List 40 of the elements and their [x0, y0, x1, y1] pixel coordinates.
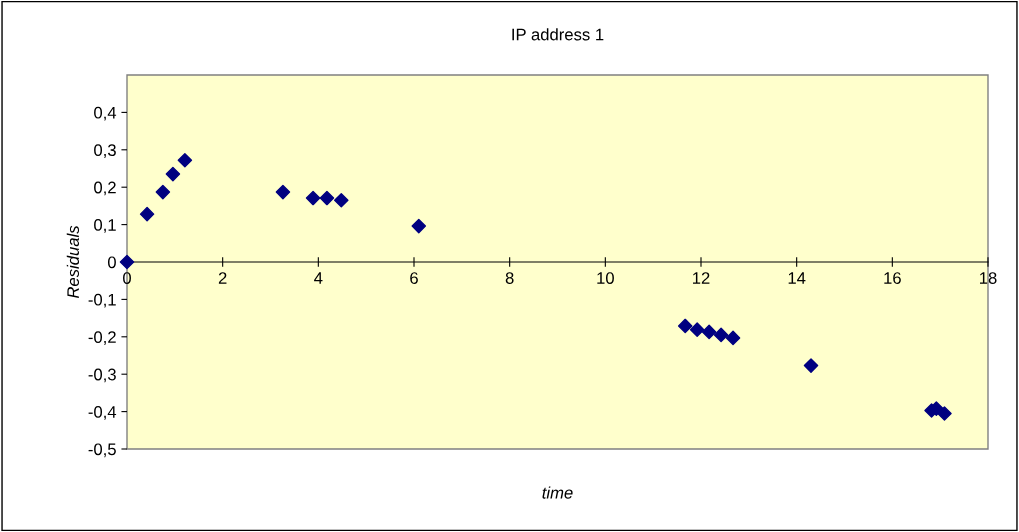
- x-tick-label: 0: [123, 272, 131, 284]
- x-tick-label: 8: [505, 272, 514, 284]
- y-tick-label: 0: [107, 256, 116, 269]
- point: [937, 406, 952, 421]
- point: [119, 254, 135, 270]
- point: [803, 358, 819, 373]
- y-tick-label: 0,2: [94, 181, 116, 196]
- point: [713, 327, 729, 343]
- point: [411, 218, 427, 234]
- point: [139, 206, 155, 222]
- y-tick-label: 0,3: [94, 144, 116, 158]
- point: [689, 322, 705, 337]
- x-tick-label: 12: [693, 272, 710, 284]
- point: [165, 166, 181, 182]
- x-tick-label: 6: [410, 272, 418, 284]
- point: [677, 318, 693, 334]
- x-tick-label: 14: [788, 272, 806, 284]
- point: [275, 184, 291, 200]
- chart-title: IP address 1: [512, 28, 604, 41]
- x-tick-label: 10: [597, 272, 614, 284]
- x-tick-label: 18: [980, 272, 997, 284]
- point: [701, 324, 717, 340]
- point: [305, 190, 321, 206]
- y-tick-label: 0,4: [94, 106, 117, 121]
- y-tick-label: -0,1: [88, 293, 116, 308]
- point: [319, 190, 335, 206]
- y-axis-title: Residuals: [66, 225, 80, 299]
- point: [725, 330, 741, 346]
- x-tick-label: 16: [884, 272, 901, 284]
- y-tick-label: -0,2: [88, 331, 116, 345]
- point: [334, 193, 349, 208]
- y-tick-label: -0,4: [88, 406, 117, 420]
- x-tick-label: 4: [314, 272, 323, 284]
- x-tick-label: 2: [218, 272, 227, 284]
- point: [177, 152, 193, 168]
- y-tick-label: -0,3: [88, 368, 116, 383]
- x-axis-title: time: [542, 486, 573, 499]
- y-tick-label: -0,5: [88, 443, 116, 458]
- y-tick-label: 0,1: [94, 219, 116, 233]
- point: [155, 184, 171, 200]
